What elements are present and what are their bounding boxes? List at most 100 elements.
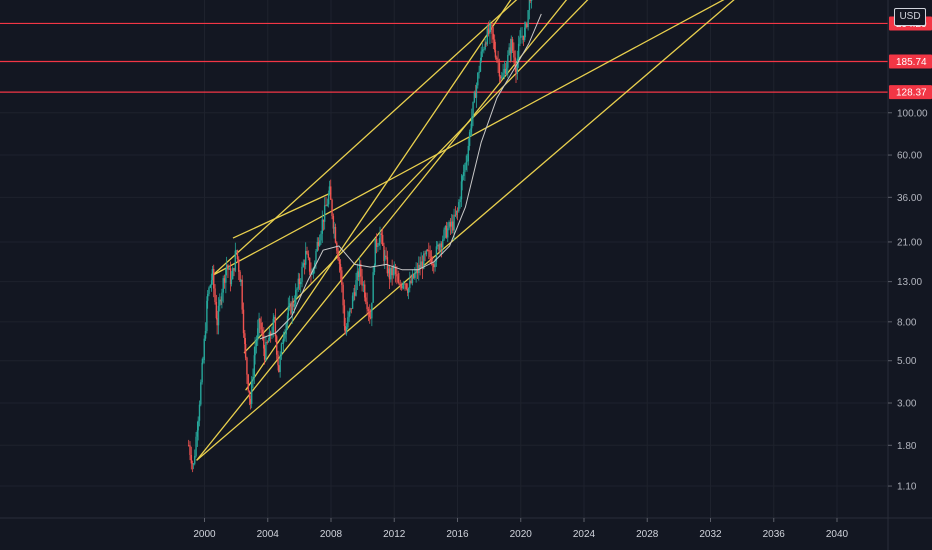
- candle-body: [201, 362, 203, 383]
- candle-body: [307, 253, 310, 258]
- candle-body: [467, 145, 470, 162]
- candle-body: [341, 270, 343, 285]
- candle-body: [306, 250, 308, 254]
- candle-body: [269, 332, 272, 336]
- trend-line: [212, 0, 725, 277]
- candle-body: [258, 318, 260, 329]
- candle-body: [399, 284, 402, 287]
- candle-body: [274, 317, 277, 337]
- candle-body: [487, 28, 490, 34]
- candle-body: [460, 181, 463, 200]
- candle-body: [208, 287, 210, 294]
- candle-body: [266, 341, 268, 343]
- candle-body: [375, 238, 378, 247]
- candle-body: [286, 315, 289, 324]
- candle-body: [250, 381, 253, 404]
- x-tick-label: 2032: [699, 529, 722, 540]
- candle-body: [475, 85, 478, 98]
- candle-body: [520, 36, 522, 38]
- candle-body: [252, 376, 254, 382]
- candle-body: [322, 219, 325, 222]
- candle-body: [449, 222, 452, 227]
- currency-button[interactable]: USD: [894, 8, 926, 26]
- candle-body: [347, 317, 349, 328]
- candle-body: [453, 214, 455, 231]
- candle-body: [402, 284, 404, 289]
- candle-body: [481, 49, 484, 52]
- candle-body: [514, 57, 516, 69]
- candle-body: [493, 39, 496, 51]
- candle-body: [197, 420, 199, 431]
- candle-body: [217, 305, 220, 326]
- candle-body: [360, 263, 362, 277]
- candle-body: [510, 39, 512, 54]
- candle-body: [198, 404, 201, 421]
- candle-body: [492, 33, 495, 40]
- candle-body: [263, 348, 266, 360]
- candle-body: [383, 245, 385, 261]
- x-tick-label: 2012: [383, 529, 406, 540]
- y-tick-label: 1.10: [897, 482, 917, 493]
- candle-body: [235, 250, 237, 252]
- candle-body: [521, 35, 523, 37]
- y-tick-label: 13.00: [897, 277, 922, 288]
- candle-body: [222, 278, 224, 293]
- candle-body: [260, 322, 262, 330]
- candle-body: [519, 37, 521, 44]
- candle-body: [496, 57, 498, 60]
- moving-average-line: [259, 13, 542, 340]
- candle-body: [516, 58, 519, 74]
- candle-body: [204, 330, 207, 339]
- candle-body: [372, 272, 374, 303]
- candle-body: [191, 463, 194, 465]
- candle-body: [282, 338, 285, 344]
- y-tick-label: 60.00: [897, 151, 922, 162]
- candle-body: [241, 279, 243, 310]
- candle-body: [414, 273, 416, 278]
- candle-body: [214, 288, 216, 302]
- candle-body: [466, 161, 468, 163]
- candle-body: [415, 269, 417, 274]
- x-tick-label: 2040: [826, 529, 849, 540]
- candle-body: [323, 205, 326, 222]
- candle-body: [195, 436, 197, 456]
- candle-body: [244, 344, 247, 358]
- candle-body: [491, 24, 493, 34]
- candle-body: [459, 199, 461, 203]
- candle-body: [448, 222, 450, 229]
- candle-body: [423, 253, 425, 269]
- candle-body: [451, 221, 453, 227]
- candle-body: [456, 210, 458, 216]
- price-candles: [187, 0, 533, 473]
- x-tick-label: 2028: [636, 529, 659, 540]
- candle-body: [333, 227, 335, 229]
- candle-body: [206, 300, 208, 331]
- candle-body: [507, 55, 509, 68]
- candle-body: [403, 283, 405, 285]
- candle-body: [254, 346, 256, 356]
- price-badge: [889, 54, 932, 69]
- y-tick-label: 8.00: [897, 317, 917, 328]
- y-tick-label: 1.80: [897, 441, 917, 452]
- candle-body: [361, 276, 363, 286]
- candle-body: [225, 265, 228, 270]
- candle-body: [221, 292, 223, 302]
- candle-body: [278, 365, 280, 373]
- candle-body: [388, 268, 391, 280]
- candle-body: [465, 162, 467, 165]
- x-tick-label: 2016: [446, 529, 469, 540]
- candle-body: [486, 28, 488, 45]
- x-tick-label: 2020: [510, 529, 533, 540]
- candle-body: [435, 246, 438, 262]
- candle-body: [470, 128, 472, 133]
- candle-body: [325, 205, 327, 207]
- candle-body: [332, 215, 335, 229]
- x-tick-label: 2004: [257, 529, 280, 540]
- candle-body: [228, 268, 230, 270]
- y-tick-label: 5.00: [897, 356, 917, 367]
- candle-body: [407, 288, 410, 293]
- candle-body: [248, 390, 251, 399]
- x-tick-label: 2008: [320, 529, 343, 540]
- candle-body: [282, 343, 284, 344]
